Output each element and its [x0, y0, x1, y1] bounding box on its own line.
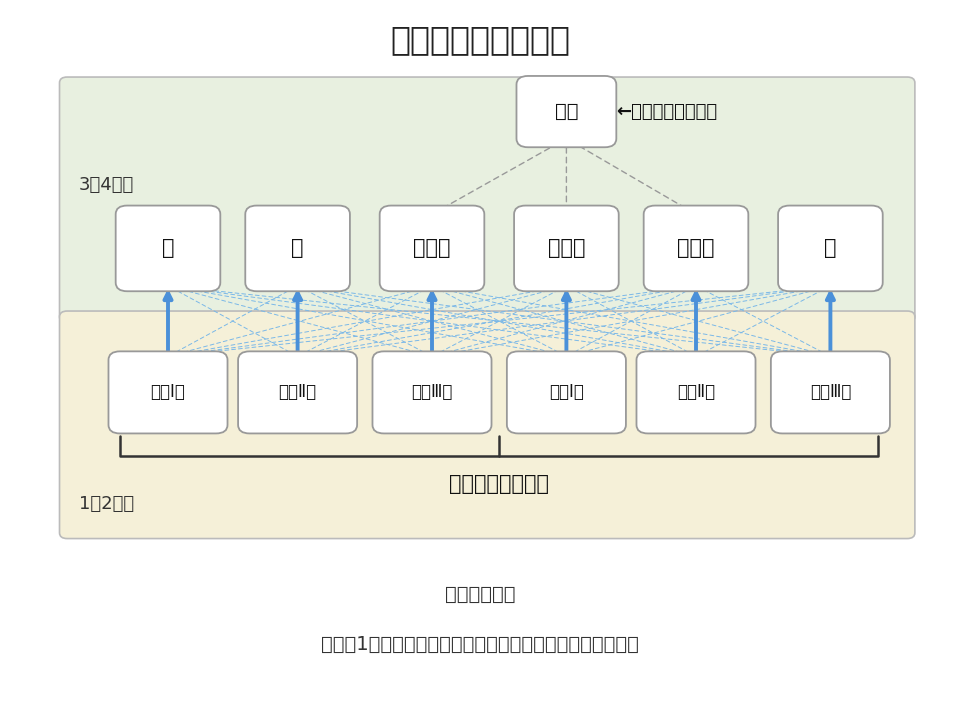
- FancyBboxPatch shape: [372, 351, 492, 433]
- FancyBboxPatch shape: [771, 351, 890, 433]
- Text: 理科Ⅱ類: 理科Ⅱ類: [677, 383, 715, 401]
- FancyBboxPatch shape: [514, 205, 618, 291]
- FancyBboxPatch shape: [636, 351, 756, 433]
- FancyBboxPatch shape: [238, 351, 357, 433]
- Text: 理科Ⅰ類: 理科Ⅰ類: [549, 383, 584, 401]
- FancyBboxPatch shape: [507, 351, 626, 433]
- FancyBboxPatch shape: [778, 205, 883, 291]
- FancyBboxPatch shape: [60, 311, 915, 539]
- FancyBboxPatch shape: [643, 205, 749, 291]
- FancyBboxPatch shape: [246, 205, 350, 291]
- Text: 進学選択制度: 進学選択制度: [444, 585, 516, 603]
- Text: 医: 医: [824, 238, 837, 258]
- Text: 教養: 教養: [555, 102, 578, 121]
- FancyBboxPatch shape: [380, 205, 485, 291]
- Text: 教養学部前期課程: 教養学部前期課程: [449, 474, 549, 494]
- FancyBboxPatch shape: [516, 76, 616, 148]
- Text: 農・薬: 農・薬: [677, 238, 715, 258]
- Text: 理科Ⅲ類: 理科Ⅲ類: [809, 383, 852, 401]
- Text: 文科Ⅲ類: 文科Ⅲ類: [411, 383, 453, 401]
- FancyBboxPatch shape: [115, 205, 220, 291]
- Text: 1〜2年生: 1〜2年生: [79, 495, 133, 513]
- Text: 3〜4年生: 3〜4年生: [79, 176, 134, 194]
- Text: 文・教: 文・教: [413, 238, 451, 258]
- FancyBboxPatch shape: [108, 351, 228, 433]
- Text: 文科Ⅰ類: 文科Ⅰ類: [151, 383, 185, 401]
- Text: ←教養学部後期課程: ←教養学部後期課程: [616, 102, 717, 120]
- FancyBboxPatch shape: [60, 77, 915, 323]
- Text: 法: 法: [161, 238, 175, 258]
- Text: 工・理: 工・理: [547, 238, 586, 258]
- Text: 入学後1年半の成績に基づいて進学先の学部・学科が決まる: 入学後1年半の成績に基づいて進学先の学部・学科が決まる: [321, 635, 639, 654]
- Text: 文科Ⅱ類: 文科Ⅱ類: [278, 383, 317, 401]
- Text: 東京大学の進学制度: 東京大学の進学制度: [390, 23, 570, 56]
- Text: 経: 経: [291, 238, 304, 258]
